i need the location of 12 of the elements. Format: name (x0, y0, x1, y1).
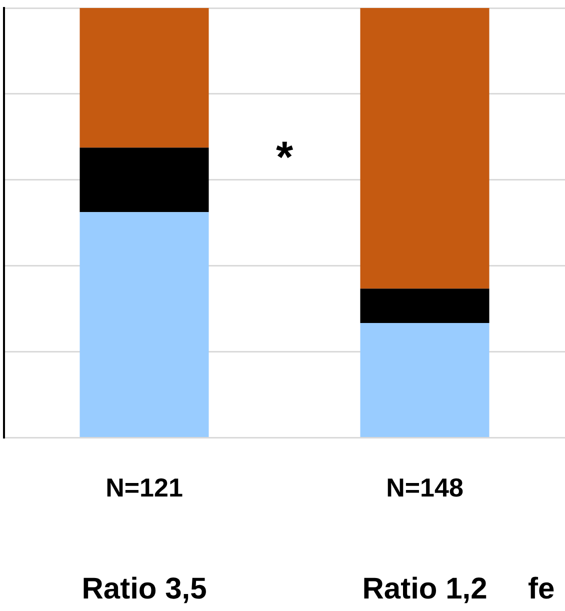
text: Ratio 1,2 (362, 572, 488, 606)
bar (360, 323, 490, 438)
bar (80, 8, 209, 148)
bar (80, 212, 209, 438)
text: fe (528, 572, 555, 606)
bar (80, 148, 209, 212)
bar (360, 288, 490, 324)
annotation: * (276, 133, 294, 182)
x-tick-label: N=148 (386, 472, 464, 503)
bar (360, 8, 490, 289)
text: Ratio 3,5 (82, 572, 207, 606)
x-tick-label: N=121 (106, 472, 183, 503)
